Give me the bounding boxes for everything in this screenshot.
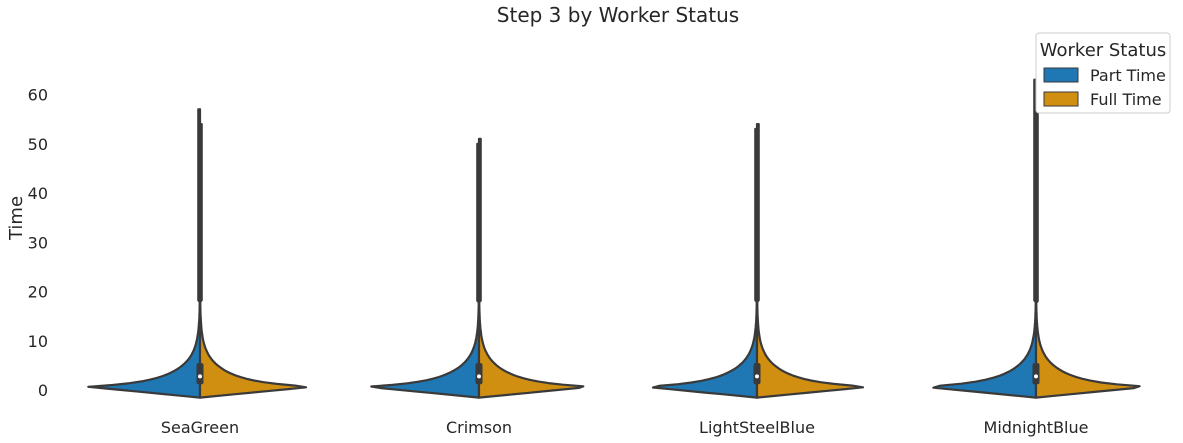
median-point (198, 374, 202, 379)
violin-half-part-time (370, 142, 481, 399)
iqr-box (1032, 363, 1040, 385)
y-axis-label: Time (6, 196, 27, 241)
legend-swatch-part-time (1043, 67, 1079, 83)
y-tick-label: 60 (28, 86, 48, 105)
x-axis-ticks: SeaGreen Crimson LightSteelBlue MidnightBlu… (161, 418, 1089, 437)
y-axis-ticks: 0 10 20 30 40 50 60 (28, 86, 48, 401)
violin-plot-area (87, 78, 1141, 399)
y-tick-label: 20 (28, 283, 48, 302)
x-tick-label: LightSteelBlue (699, 418, 815, 437)
violin-half-part-time (87, 108, 202, 399)
violin-half-full-time (477, 137, 585, 399)
chart-title: Step 3 by Worker Status (497, 3, 739, 27)
legend-label-full-time: Full Time (1090, 90, 1162, 109)
violin-half-full-time (198, 122, 308, 399)
y-tick-label: 0 (38, 381, 48, 400)
x-tick-label: SeaGreen (161, 418, 239, 437)
violin-half-part-time (651, 127, 759, 399)
x-tick-label: MidnightBlue (984, 418, 1089, 437)
median-point (1034, 374, 1038, 379)
iqr-box (753, 363, 761, 385)
violin-half-full-time (755, 122, 865, 399)
violin-half-full-time (1034, 93, 1141, 399)
y-tick-label: 30 (28, 233, 48, 252)
y-tick-label: 50 (28, 135, 48, 154)
y-tick-label: 10 (28, 332, 48, 351)
legend-title: Worker Status (1040, 40, 1167, 61)
legend-swatch-full-time (1043, 91, 1079, 107)
median-point (755, 374, 759, 379)
median-point (477, 374, 481, 379)
legend-label-part-time: Part Time (1090, 66, 1166, 85)
x-tick-label: Crimson (446, 418, 512, 437)
y-tick-label: 40 (28, 184, 48, 203)
violin-half-part-time (932, 78, 1038, 399)
legend: Worker Status Part Time Full Time (1035, 32, 1171, 114)
iqr-box (475, 363, 483, 385)
iqr-box (196, 363, 204, 385)
